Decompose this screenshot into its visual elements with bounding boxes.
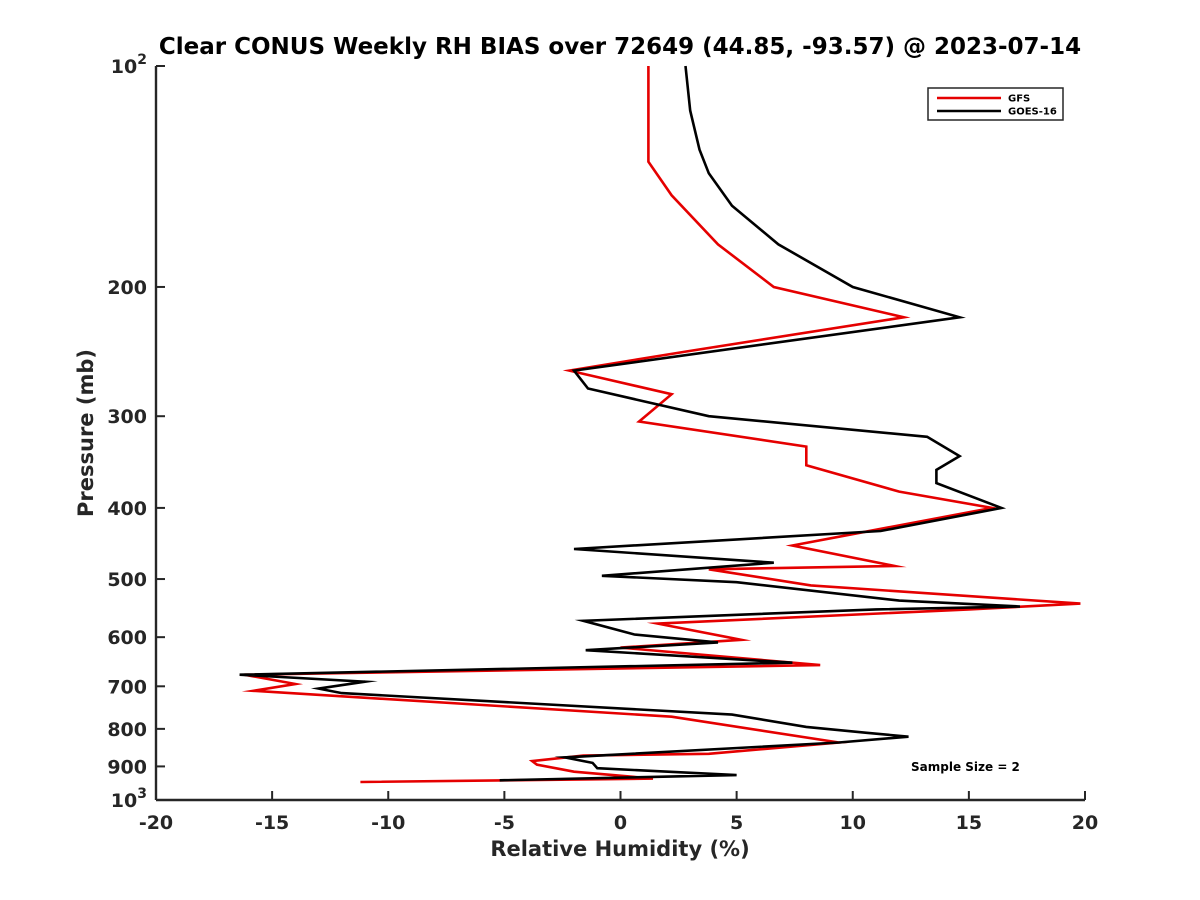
chart-title: Clear CONUS Weekly RH BIAS over 72649 (4… bbox=[159, 34, 1081, 60]
y-tick-label: 900 bbox=[107, 756, 147, 778]
x-tick-label: -10 bbox=[371, 812, 405, 834]
x-tick-label: -15 bbox=[255, 812, 289, 834]
y-tick-label: 600 bbox=[107, 627, 147, 649]
x-tick-label: 0 bbox=[614, 812, 627, 834]
y-axis-label: Pressure (mb) bbox=[74, 349, 98, 517]
y-tick-label: 400 bbox=[107, 498, 147, 520]
y-tick-label: 800 bbox=[107, 719, 147, 741]
y-tick-label: 102 bbox=[111, 52, 147, 78]
sample-size-note: Sample Size = 2 bbox=[911, 760, 1020, 774]
legend-box bbox=[927, 87, 1064, 121]
x-axis-ticks: -20 -15 -10 -5 0 5 10 15 20 bbox=[139, 791, 1098, 834]
x-tick-label: 10 bbox=[840, 812, 866, 834]
x-tick-label: -20 bbox=[139, 812, 173, 834]
plot-area bbox=[154, 66, 1085, 802]
y-axis-ticks: 102 200 300 400 500 600 700 800 900 103 bbox=[107, 52, 165, 812]
y-tick-label: 700 bbox=[107, 676, 147, 698]
y-tick-label: 300 bbox=[107, 406, 147, 428]
legend-label: GFS bbox=[1008, 94, 1030, 105]
x-tick-label: 5 bbox=[730, 812, 743, 834]
series-lines bbox=[239, 65, 1081, 784]
x-tick-label: -5 bbox=[494, 812, 515, 834]
series-line-gfs bbox=[241, 66, 1081, 784]
y-tick-label: 500 bbox=[107, 569, 147, 591]
x-tick-label: 15 bbox=[956, 812, 982, 834]
legend-label: GOES-16 bbox=[1008, 107, 1057, 118]
series-line-goes-16 bbox=[239, 65, 1021, 782]
x-axis-label: Relative Humidity (%) bbox=[490, 837, 749, 861]
x-tick-label: 20 bbox=[1072, 812, 1098, 834]
y-tick-label: 103 bbox=[111, 786, 147, 812]
legend: GFS GOES-16 bbox=[927, 87, 1064, 121]
y-tick-label: 200 bbox=[107, 277, 147, 299]
